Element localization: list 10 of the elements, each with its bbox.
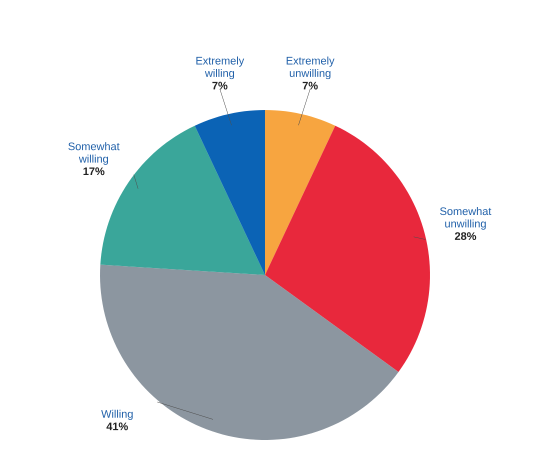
data-label: 7% [302, 82, 318, 90]
data-label: 7% [212, 82, 228, 90]
slice-label: Willing [101, 410, 133, 420]
slice-label: Extremely willing [196, 56, 244, 80]
data-label: 41% [106, 422, 128, 430]
slice-label: Somewhat unwilling [440, 207, 492, 230]
data-label: 28% [454, 232, 476, 240]
data-label: 17% [84, 167, 104, 176]
slice-label: Somewhat willing [68, 142, 120, 165]
slice-label: Extremely unwilling [286, 56, 334, 80]
